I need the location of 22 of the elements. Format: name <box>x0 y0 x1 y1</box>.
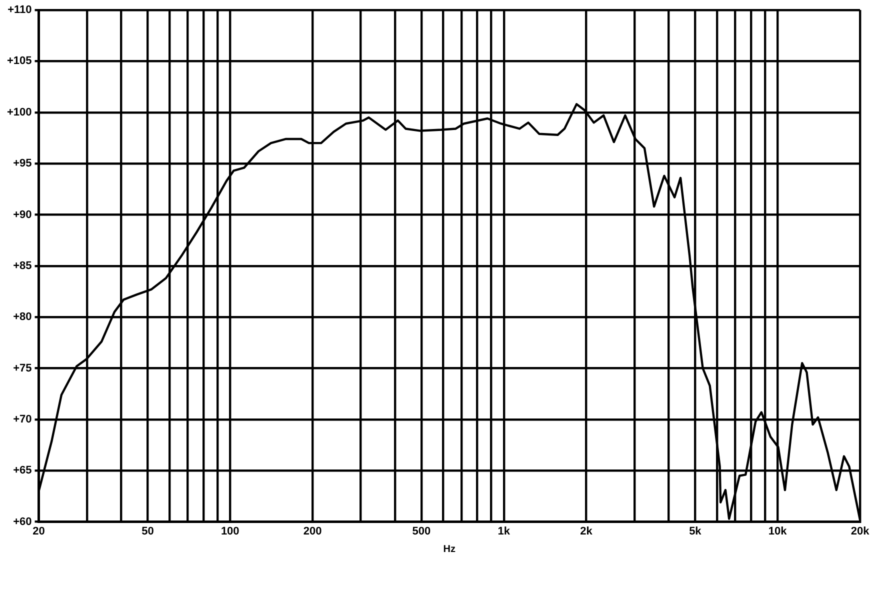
y-tick-label: +80 <box>13 311 32 324</box>
y-tick-label: +95 <box>13 158 32 170</box>
y-tick-label: +105 <box>6 55 32 68</box>
x-tick-label: 200 <box>303 525 322 538</box>
x-axis-title: Hz <box>443 544 456 555</box>
y-tick-label: +70 <box>13 413 32 426</box>
y-tick-label: +90 <box>13 208 32 221</box>
y-tick-label: +75 <box>13 362 32 374</box>
x-tick-label: 20 <box>32 525 45 538</box>
y-tick-label: +100 <box>6 106 32 118</box>
x-tick-label: 5k <box>689 525 702 538</box>
y-tick-label: +65 <box>13 464 32 477</box>
y-tick-label: +110 <box>8 4 32 16</box>
x-tick-label: 10k <box>768 525 788 538</box>
x-tick-label: 50 <box>142 525 154 538</box>
y-tick-label: +60 <box>13 516 32 528</box>
x-tick-label: 100 <box>220 525 240 538</box>
x-tick-label: 500 <box>412 525 431 538</box>
y-tick-label: +85 <box>13 260 32 272</box>
x-tick-label: 1k <box>498 525 511 538</box>
x-tick-label: 2k <box>580 525 594 538</box>
x-tick-label: 20k <box>850 525 870 538</box>
